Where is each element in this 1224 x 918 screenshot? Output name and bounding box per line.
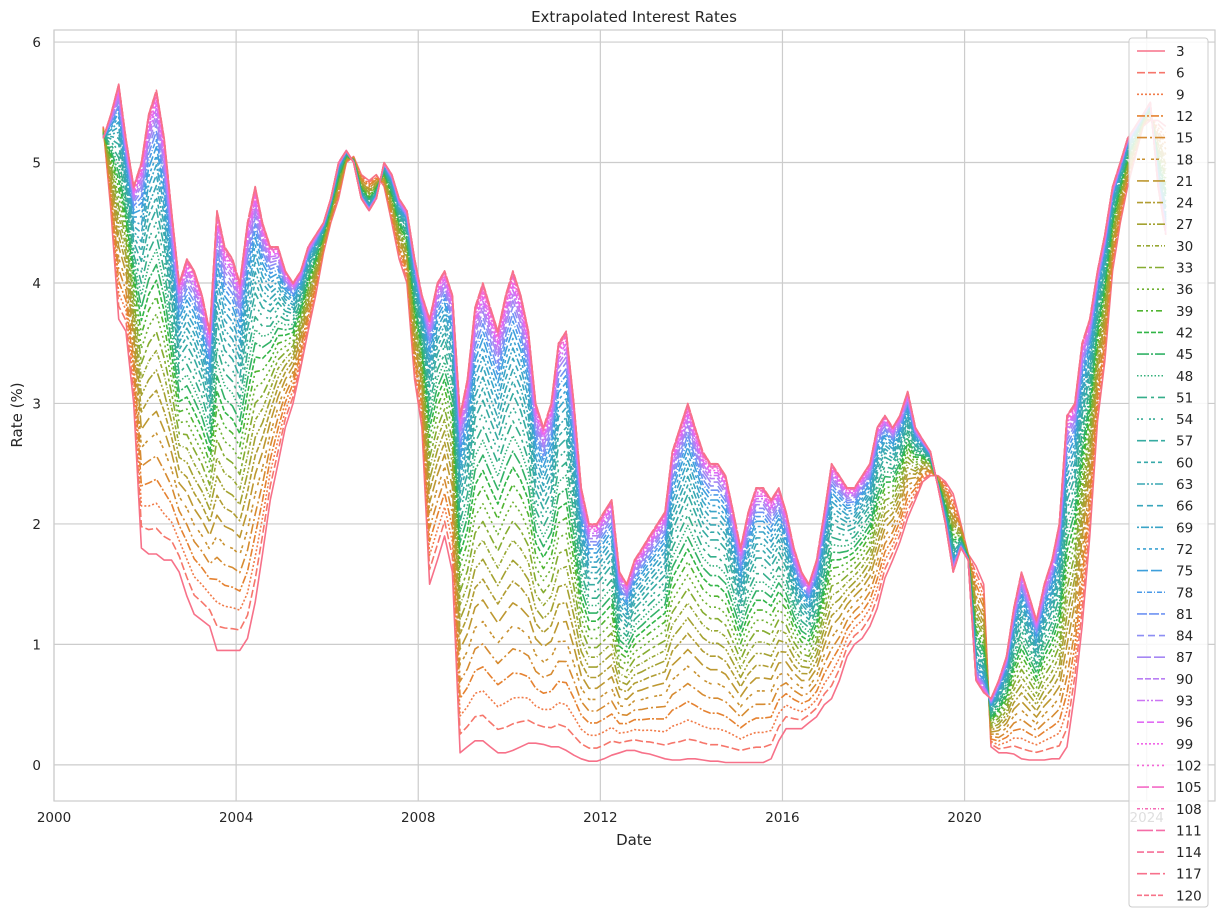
y-tick-label: 5 bbox=[32, 156, 41, 172]
chart-title: Extrapolated Interest Rates bbox=[531, 8, 737, 26]
legend-label-117: 117 bbox=[1176, 867, 1202, 883]
legend-label-45: 45 bbox=[1176, 347, 1193, 363]
legend-label-9: 9 bbox=[1176, 87, 1185, 103]
legend-label-81: 81 bbox=[1176, 607, 1193, 623]
legend-label-99: 99 bbox=[1176, 737, 1193, 753]
legend-label-18: 18 bbox=[1176, 152, 1193, 168]
legend-label-33: 33 bbox=[1176, 261, 1193, 277]
legend-label-57: 57 bbox=[1176, 434, 1193, 450]
series-line-69 bbox=[102, 104, 1167, 708]
legend-label-30: 30 bbox=[1176, 239, 1193, 255]
legend-label-27: 27 bbox=[1176, 217, 1193, 233]
x-tick-label: 2008 bbox=[401, 810, 435, 826]
y-tick-label: 4 bbox=[32, 276, 41, 292]
x-tick-label: 2020 bbox=[947, 810, 981, 826]
legend-label-6: 6 bbox=[1176, 66, 1185, 82]
legend-label-96: 96 bbox=[1176, 715, 1193, 731]
legend: 3691215182124273033363942454851545760636… bbox=[1128, 37, 1209, 908]
legend-label-93: 93 bbox=[1176, 694, 1193, 710]
series-line-120 bbox=[102, 83, 1167, 700]
legend-label-60: 60 bbox=[1176, 455, 1193, 471]
x-axis-title: Date bbox=[616, 831, 652, 849]
series-line-12 bbox=[102, 116, 1167, 742]
legend-label-66: 66 bbox=[1176, 499, 1193, 515]
series-line-84 bbox=[102, 101, 1167, 703]
legend-label-36: 36 bbox=[1176, 282, 1193, 298]
y-tick-label: 1 bbox=[32, 637, 41, 653]
series-line-9 bbox=[102, 117, 1167, 746]
plot-frame bbox=[53, 29, 1216, 802]
y-tick-label: 2 bbox=[32, 517, 41, 533]
legend-label-3: 3 bbox=[1176, 44, 1185, 60]
legend-label-15: 15 bbox=[1176, 131, 1193, 147]
legend-label-72: 72 bbox=[1176, 542, 1193, 558]
legend-label-87: 87 bbox=[1176, 650, 1193, 666]
y-axis-title: Rate (%) bbox=[8, 382, 26, 447]
legend-label-111: 111 bbox=[1176, 823, 1202, 839]
series-layer bbox=[102, 83, 1167, 764]
x-tick-label: 2004 bbox=[219, 810, 253, 826]
legend-label-24: 24 bbox=[1176, 196, 1193, 212]
legend-label-90: 90 bbox=[1176, 672, 1193, 688]
y-tick-label: 3 bbox=[32, 396, 41, 412]
legend-label-12: 12 bbox=[1176, 109, 1193, 125]
x-tick-label: 2016 bbox=[765, 810, 799, 826]
x-tick-label: 2012 bbox=[583, 810, 617, 826]
y-tick-labels: 0 1 2 3 4 5 6 bbox=[32, 35, 41, 774]
y-tick-label: 0 bbox=[32, 758, 41, 774]
legend-label-108: 108 bbox=[1176, 802, 1202, 818]
legend-label-120: 120 bbox=[1176, 888, 1202, 904]
legend-label-51: 51 bbox=[1176, 390, 1193, 406]
legend-label-78: 78 bbox=[1176, 585, 1193, 601]
legend-box bbox=[1128, 37, 1209, 908]
legend-label-54: 54 bbox=[1176, 412, 1193, 428]
legend-label-69: 69 bbox=[1176, 520, 1193, 536]
series-line-24 bbox=[102, 113, 1167, 731]
legend-label-42: 42 bbox=[1176, 325, 1193, 341]
series-line-72 bbox=[102, 104, 1167, 707]
legend-label-39: 39 bbox=[1176, 304, 1193, 320]
legend-label-75: 75 bbox=[1176, 564, 1193, 580]
legend-label-48: 48 bbox=[1176, 369, 1193, 385]
x-tick-labels: 2000200420082012201620202024 bbox=[37, 810, 1164, 826]
x-tick-label: 2000 bbox=[37, 810, 71, 826]
legend-label-63: 63 bbox=[1176, 477, 1193, 493]
legend-label-114: 114 bbox=[1176, 845, 1202, 861]
legend-label-84: 84 bbox=[1176, 629, 1193, 645]
legend-label-21: 21 bbox=[1176, 174, 1193, 190]
legend-label-105: 105 bbox=[1176, 780, 1202, 796]
y-tick-label: 6 bbox=[32, 35, 41, 51]
legend-label-102: 102 bbox=[1176, 758, 1202, 774]
